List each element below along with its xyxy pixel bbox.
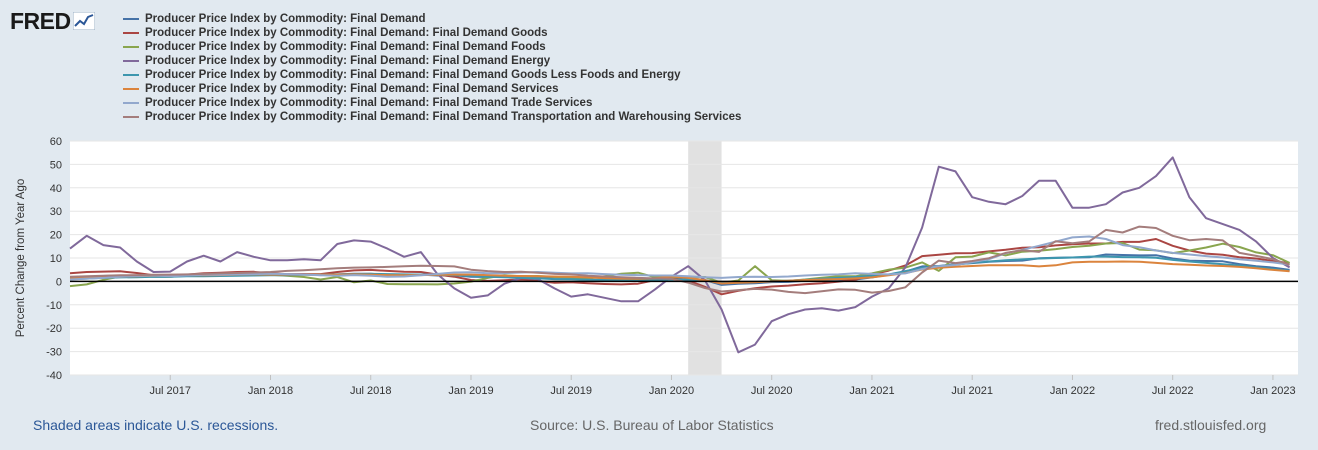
legend-swatch [123, 74, 139, 76]
x-tick-label: Jan 2022 [1050, 385, 1095, 397]
y-tick-label: -10 [46, 300, 62, 312]
legend-item[interactable]: Producer Price Index by Commodity: Final… [123, 110, 741, 124]
x-tick-label: Jan 2023 [1250, 385, 1295, 397]
legend-item[interactable]: Producer Price Index by Commodity: Final… [123, 82, 741, 96]
legend-item[interactable]: Producer Price Index by Commodity: Final… [123, 54, 741, 68]
x-tick-label: Jul 2022 [1152, 385, 1194, 397]
legend-swatch [123, 60, 139, 62]
y-tick-label: 50 [50, 159, 62, 171]
x-tick-label: Jan 2018 [248, 385, 293, 397]
legend-label: Producer Price Index by Commodity: Final… [145, 111, 742, 123]
y-tick-label: -20 [46, 323, 62, 335]
x-tick-label: Jul 2020 [751, 385, 793, 397]
x-tick-label: Jul 2017 [149, 385, 191, 397]
legend-item[interactable]: Producer Price Index by Commodity: Final… [123, 68, 741, 82]
line-chart-icon [72, 12, 95, 30]
recession-note: Shaded areas indicate U.S. recessions. [33, 417, 279, 433]
x-tick-label: Jan 2020 [649, 385, 694, 397]
logo-text: FRED [10, 7, 71, 34]
legend-label: Producer Price Index by Commodity: Final… [145, 69, 681, 81]
legend-label: Producer Price Index by Commodity: Final… [145, 55, 551, 67]
legend-swatch [123, 46, 139, 48]
legend-item[interactable]: Producer Price Index by Commodity: Final… [123, 40, 741, 54]
x-tick-label: Jul 2018 [350, 385, 392, 397]
legend-swatch [123, 102, 139, 104]
chart-legend: Producer Price Index by Commodity: Final… [123, 12, 741, 124]
y-tick-label: 30 [50, 206, 62, 218]
y-axis-label: Percent Change from Year Ago [15, 179, 27, 338]
legend-swatch [123, 32, 139, 34]
x-tick-label: Jul 2021 [951, 385, 993, 397]
site-link[interactable]: fred.stlouisfed.org [1155, 417, 1267, 433]
y-tick-label: 20 [50, 230, 62, 242]
legend-swatch [123, 18, 139, 20]
legend-item[interactable]: Producer Price Index by Commodity: Final… [123, 26, 741, 40]
legend-label: Producer Price Index by Commodity: Final… [145, 13, 426, 25]
legend-swatch [123, 88, 139, 90]
series-line-4 [69, 156, 1291, 354]
series-line-7 [69, 235, 1290, 281]
y-tick-label: -30 [46, 347, 62, 359]
x-tick-label: Jan 2019 [448, 385, 493, 397]
legend-label: Producer Price Index by Commodity: Final… [145, 83, 559, 95]
y-tick-label: 0 [56, 276, 62, 288]
y-tick-label: 10 [50, 253, 62, 265]
legend-label: Producer Price Index by Commodity: Final… [145, 41, 546, 53]
fred-logo[interactable]: FRED [10, 8, 95, 34]
y-tick-label: 60 [50, 136, 62, 148]
legend-label: Producer Price Index by Commodity: Final… [145, 97, 593, 109]
legend-item[interactable]: Producer Price Index by Commodity: Final… [123, 12, 741, 26]
legend-item[interactable]: Producer Price Index by Commodity: Final… [123, 96, 741, 110]
legend-label: Producer Price Index by Commodity: Final… [145, 27, 548, 39]
source-note: Source: U.S. Bureau of Labor Statistics [530, 417, 774, 433]
x-tick-label: Jul 2019 [550, 385, 592, 397]
legend-swatch [123, 116, 139, 118]
x-tick-label: Jan 2021 [849, 385, 894, 397]
y-tick-label: 40 [50, 183, 62, 195]
y-tick-label: -40 [46, 370, 62, 382]
